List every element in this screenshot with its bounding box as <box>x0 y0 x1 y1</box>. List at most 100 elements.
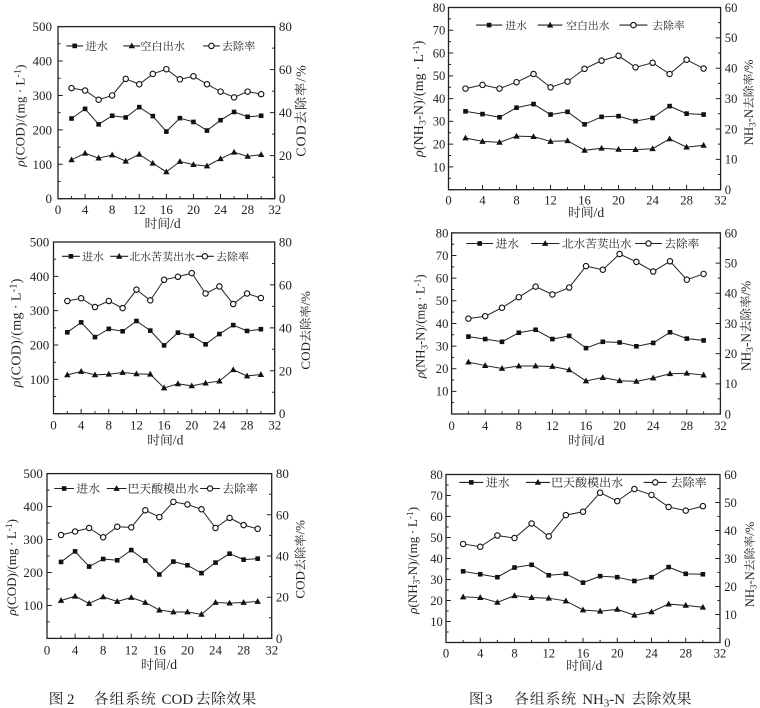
svg-text:10: 10 <box>436 385 449 399</box>
svg-text:50: 50 <box>430 531 443 545</box>
svg-text:/%: /% <box>295 64 310 82</box>
svg-text:·: · <box>414 294 428 303</box>
svg-text:0: 0 <box>279 191 286 206</box>
svg-text:/%: /% <box>293 520 308 535</box>
svg-text:16: 16 <box>577 646 590 660</box>
svg-text:40: 40 <box>725 62 738 76</box>
svg-text:70: 70 <box>433 24 446 38</box>
svg-text:50: 50 <box>433 69 446 83</box>
svg-text:-N)/(mg: -N)/(mg <box>405 536 420 579</box>
svg-text:30: 30 <box>436 339 449 353</box>
svg-text:24: 24 <box>213 418 227 433</box>
svg-text:32: 32 <box>714 419 727 433</box>
svg-text:60: 60 <box>433 46 446 60</box>
svg-text:500: 500 <box>23 466 43 481</box>
svg-text:ρ: ρ <box>405 608 420 615</box>
svg-text:12: 12 <box>546 419 559 433</box>
svg-text:(COD)/(mg: (COD)/(mg <box>13 96 28 160</box>
svg-text:/d: /d <box>173 433 184 448</box>
svg-text:12: 12 <box>133 202 146 217</box>
svg-text:30: 30 <box>724 552 737 566</box>
svg-text:300: 300 <box>30 303 50 318</box>
svg-text:/d: /d <box>594 205 605 220</box>
svg-text:8: 8 <box>100 643 107 658</box>
svg-text:12: 12 <box>542 646 555 660</box>
svg-text:4: 4 <box>82 202 89 217</box>
svg-text:80: 80 <box>430 468 443 482</box>
svg-text:4: 4 <box>479 194 486 208</box>
svg-text:80: 80 <box>276 466 289 481</box>
svg-text:COD: COD <box>162 692 194 708</box>
svg-text:12: 12 <box>130 418 143 433</box>
svg-text:70: 70 <box>430 489 443 503</box>
svg-text:60: 60 <box>436 272 449 286</box>
svg-text:4: 4 <box>72 643 79 658</box>
svg-text:-1: -1 <box>5 523 15 531</box>
svg-text:30: 30 <box>430 573 443 587</box>
svg-text:28: 28 <box>679 646 692 660</box>
svg-text:20: 20 <box>181 643 194 658</box>
svg-text:-1: -1 <box>14 69 24 78</box>
svg-text:L: L <box>13 77 28 85</box>
svg-text:-1: -1 <box>8 283 19 292</box>
svg-text:500: 500 <box>30 234 50 249</box>
svg-text:24: 24 <box>645 646 658 660</box>
svg-text:3: 3 <box>485 692 493 708</box>
svg-text:·: · <box>411 63 426 74</box>
svg-text:100: 100 <box>23 598 43 613</box>
svg-text:24: 24 <box>646 194 659 208</box>
svg-text:·: · <box>13 86 28 97</box>
svg-text:4: 4 <box>477 646 484 660</box>
svg-text:/d: /d <box>594 433 605 448</box>
svg-text:20: 20 <box>612 194 625 208</box>
svg-text:3: 3 <box>413 579 423 584</box>
svg-text:0: 0 <box>276 631 283 646</box>
svg-text:/%: /% <box>742 59 756 73</box>
svg-text:200: 200 <box>33 122 53 137</box>
svg-text:(COD)/(mg: (COD)/(mg <box>9 312 24 380</box>
svg-text:24: 24 <box>214 202 228 217</box>
svg-text:8: 8 <box>109 202 116 217</box>
svg-text:40: 40 <box>279 105 292 120</box>
svg-text:ρ: ρ <box>9 380 24 388</box>
svg-text:/%: /% <box>743 521 757 535</box>
svg-text:-1: -1 <box>406 511 416 519</box>
svg-text:(NH: (NH <box>414 350 428 373</box>
svg-text:20: 20 <box>724 580 737 594</box>
svg-text:8: 8 <box>513 194 519 208</box>
svg-text:): ) <box>411 40 427 45</box>
svg-text:100: 100 <box>33 157 53 172</box>
svg-text:(NH: (NH <box>405 584 420 608</box>
svg-text:32: 32 <box>714 194 727 208</box>
svg-text:60: 60 <box>279 277 292 292</box>
svg-text:NH: NH <box>743 589 757 607</box>
svg-text:NH: NH <box>742 127 756 145</box>
svg-text:200: 200 <box>23 565 43 580</box>
svg-text:16: 16 <box>580 419 593 433</box>
svg-text:-1: -1 <box>413 279 423 287</box>
svg-text:400: 400 <box>23 499 43 514</box>
svg-text:30: 30 <box>725 317 738 331</box>
svg-text:(COD)/(mg: (COD)/(mg <box>4 548 19 609</box>
svg-text:60: 60 <box>279 62 292 77</box>
svg-text:NH: NH <box>582 692 604 708</box>
svg-text:2: 2 <box>67 692 75 708</box>
svg-text:3: 3 <box>418 120 429 125</box>
svg-text:3: 3 <box>419 345 429 350</box>
svg-text:3: 3 <box>748 122 758 127</box>
svg-text:28: 28 <box>681 419 694 433</box>
svg-text:16: 16 <box>153 643 167 658</box>
svg-text:40: 40 <box>433 92 446 106</box>
svg-text:L: L <box>411 54 426 63</box>
svg-text:): ) <box>9 278 24 283</box>
svg-text:20: 20 <box>185 418 198 433</box>
svg-text:-N)/(mg: -N)/(mg <box>411 73 427 120</box>
svg-text:20: 20 <box>725 347 738 361</box>
svg-text:4: 4 <box>482 419 489 433</box>
svg-text:40: 40 <box>436 317 449 331</box>
svg-text:0: 0 <box>443 646 449 660</box>
svg-text:0: 0 <box>725 407 731 421</box>
svg-text:10: 10 <box>725 377 738 391</box>
svg-text:20: 20 <box>613 419 626 433</box>
svg-text:ρ: ρ <box>411 150 426 158</box>
